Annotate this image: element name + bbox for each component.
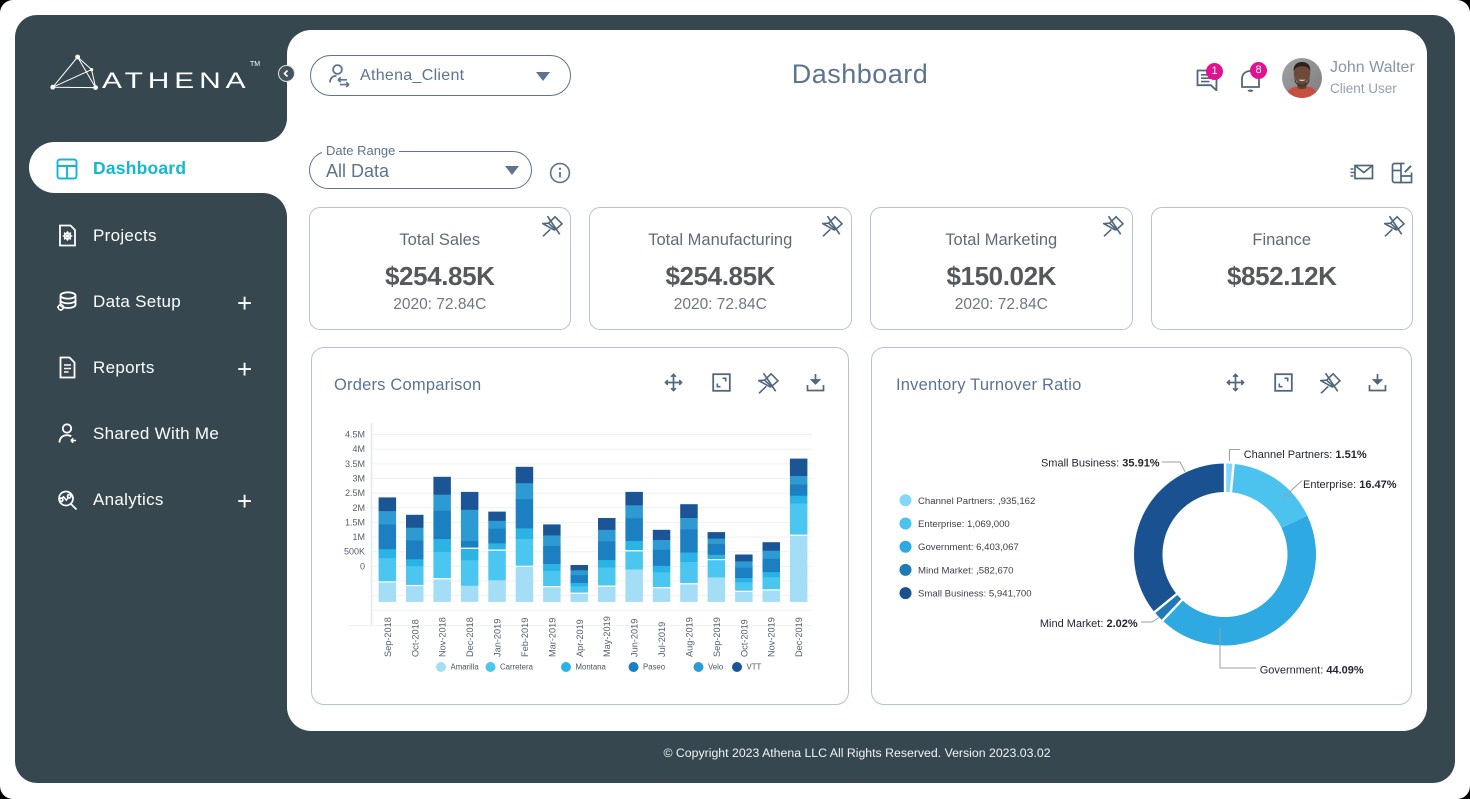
svg-text:4M: 4M	[352, 444, 365, 454]
svg-text:Channel Partners: ,935,162: Channel Partners: ,935,162	[918, 496, 1035, 507]
svg-text:Carretera: Carretera	[500, 663, 534, 672]
svg-text:Enterprise: 1,069,000: Enterprise: 1,069,000	[918, 519, 1010, 530]
svg-text:Channel Partners: 1.51%: Channel Partners: 1.51%	[1244, 449, 1367, 461]
svg-text:Nov-2018: Nov-2018	[438, 617, 448, 657]
svg-text:Nov-2019: Nov-2019	[767, 617, 777, 657]
svg-text:3.5M: 3.5M	[345, 459, 365, 469]
svg-text:ATHENA: ATHENA	[102, 68, 250, 93]
svg-text:VTT: VTT	[747, 663, 762, 672]
svg-text:500K: 500K	[344, 547, 365, 557]
svg-text:Oct-2018: Oct-2018	[410, 619, 420, 657]
svg-text:Mind Market: 2.02%: Mind Market: 2.02%	[1040, 618, 1138, 630]
svg-text:Small Business: 5,941,700: Small Business: 5,941,700	[918, 589, 1032, 600]
svg-text:Dec-2018: Dec-2018	[465, 617, 475, 657]
svg-text:Oct-2019: Oct-2019	[739, 619, 749, 657]
svg-text:Jun-2019: Jun-2019	[630, 619, 640, 657]
svg-text:1.5M: 1.5M	[345, 517, 365, 527]
svg-text:Enterprise: 16.47%: Enterprise: 16.47%	[1303, 479, 1397, 491]
svg-text:Velo: Velo	[708, 663, 724, 672]
svg-text:Feb-2019: Feb-2019	[520, 618, 530, 657]
svg-text:Mar-2019: Mar-2019	[547, 618, 557, 657]
svg-text:4.5M: 4.5M	[345, 430, 365, 440]
svg-text:2M: 2M	[352, 503, 365, 513]
svg-text:Aug-2019: Aug-2019	[685, 617, 695, 657]
svg-text:Dec-2019: Dec-2019	[794, 617, 804, 657]
svg-text:Mind Market: ,582,670: Mind Market: ,582,670	[918, 565, 1013, 576]
svg-text:Small Business: 35.91%: Small Business: 35.91%	[1041, 458, 1160, 470]
svg-text:Sep-2019: Sep-2019	[712, 617, 722, 657]
svg-text:Apr-2019: Apr-2019	[575, 619, 585, 657]
svg-text:May-2019: May-2019	[602, 616, 612, 657]
svg-text:Government: 6,403,067: Government: 6,403,067	[918, 542, 1019, 553]
svg-text:3M: 3M	[352, 474, 365, 484]
svg-text:Jul-2019: Jul-2019	[657, 622, 667, 657]
svg-text:2.5M: 2.5M	[345, 488, 365, 498]
svg-text:Montana: Montana	[576, 663, 607, 672]
svg-text:Government: 44.09%: Government: 44.09%	[1260, 665, 1364, 677]
svg-text:1M: 1M	[352, 532, 365, 542]
svg-text:Paseo: Paseo	[643, 663, 666, 672]
svg-text:Amarilla: Amarilla	[451, 663, 480, 672]
svg-text:Sep-2018: Sep-2018	[383, 617, 393, 657]
svg-text:TM: TM	[250, 61, 260, 68]
svg-text:Jan-2019: Jan-2019	[493, 619, 503, 657]
svg-text:0: 0	[360, 561, 365, 571]
